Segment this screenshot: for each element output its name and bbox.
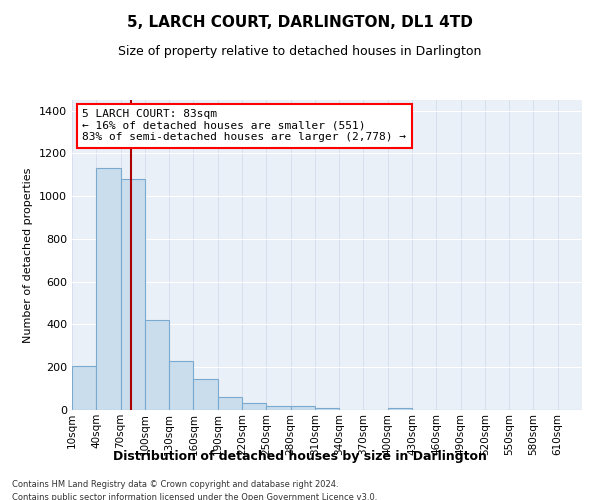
Text: 5 LARCH COURT: 83sqm
← 16% of detached houses are smaller (551)
83% of semi-deta: 5 LARCH COURT: 83sqm ← 16% of detached h… [82, 110, 406, 142]
Bar [193, 379, 218, 410]
Bar [72, 366, 96, 410]
Text: Contains HM Land Registry data © Crown copyright and database right 2024.: Contains HM Land Registry data © Crown c… [12, 480, 338, 489]
Bar [388, 408, 412, 410]
Text: Distribution of detached houses by size in Darlington: Distribution of detached houses by size … [113, 450, 487, 463]
Bar [169, 361, 193, 410]
Bar [121, 179, 145, 410]
Bar [315, 408, 339, 410]
Bar [218, 397, 242, 410]
Text: 5, LARCH COURT, DARLINGTON, DL1 4TD: 5, LARCH COURT, DARLINGTON, DL1 4TD [127, 15, 473, 30]
Bar [96, 168, 121, 410]
Text: Size of property relative to detached houses in Darlington: Size of property relative to detached ho… [118, 45, 482, 58]
Y-axis label: Number of detached properties: Number of detached properties [23, 168, 34, 342]
Text: Contains public sector information licensed under the Open Government Licence v3: Contains public sector information licen… [12, 492, 377, 500]
Bar [290, 406, 315, 410]
Bar [242, 402, 266, 410]
Bar [145, 320, 169, 410]
Bar [266, 406, 290, 410]
